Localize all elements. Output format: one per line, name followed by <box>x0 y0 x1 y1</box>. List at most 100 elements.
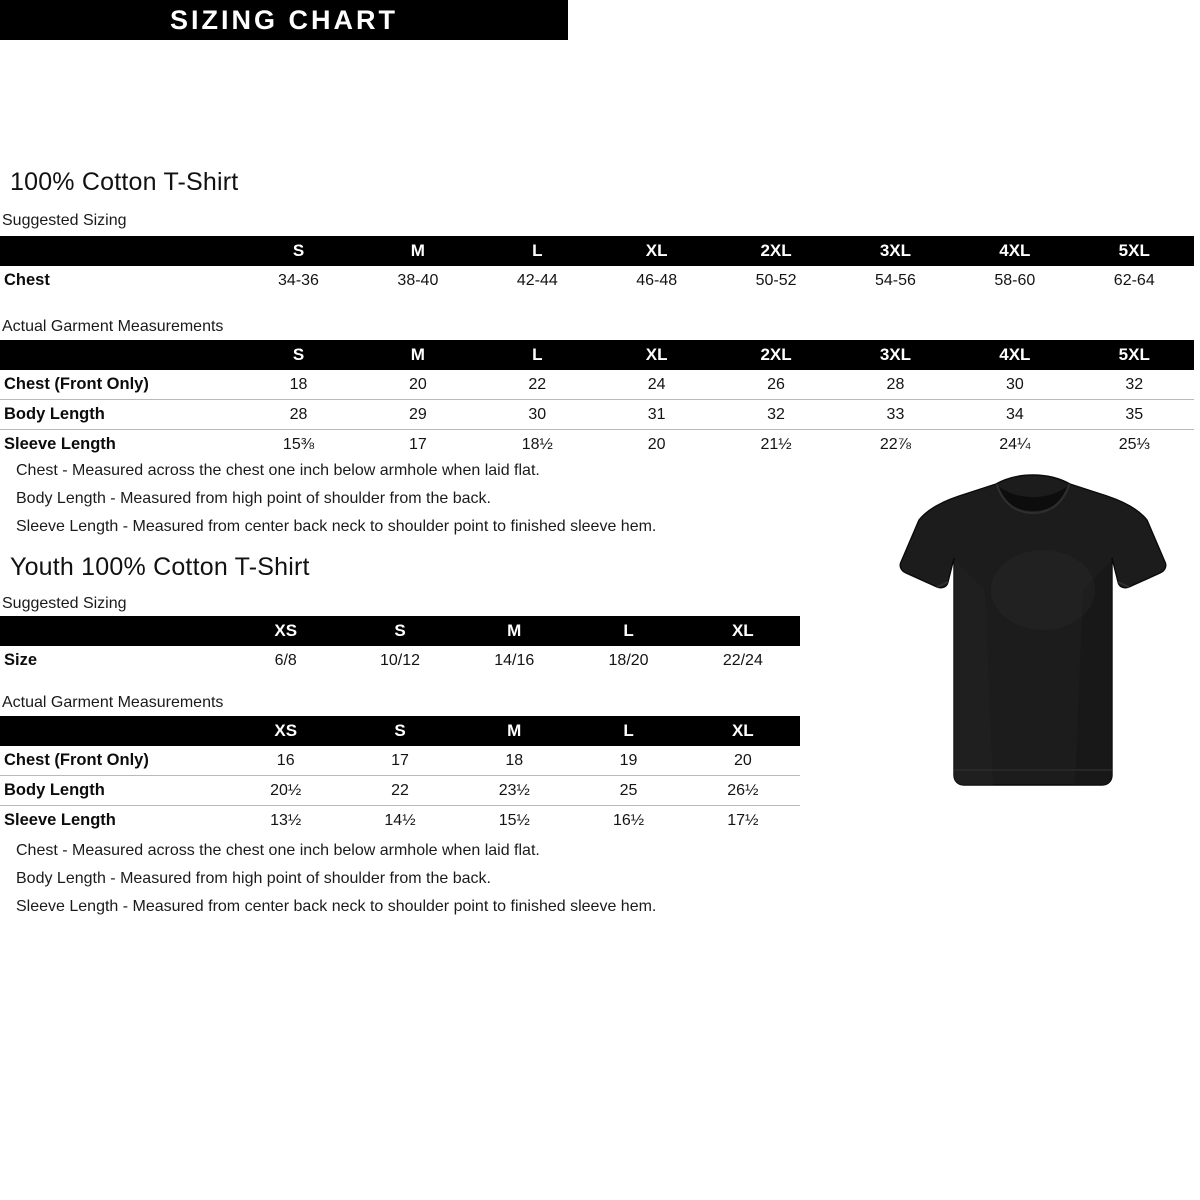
cell-body-length-s: 28 <box>238 399 359 430</box>
table-row: Chest (Front Only) 16 17 18 19 20 <box>0 746 800 776</box>
cell-chest-front-xl: 20 <box>733 752 752 769</box>
column-header-s: S <box>394 621 406 640</box>
note-chest: Chest - Measured across the chest one in… <box>16 462 540 479</box>
row-label-chest: Chest <box>4 271 50 289</box>
cell-size-s: 10/12 <box>379 652 420 669</box>
youth-suggested-sizing-label: Suggested Sizing <box>2 595 127 612</box>
column-header-m: M <box>410 241 425 260</box>
cell-body-length-2xl: 32 <box>716 399 836 430</box>
cell-chest-front-5xl: 32 <box>1125 376 1144 393</box>
table-row: Sleeve Length 15⅜ 17 18½ 20 21½ 22⅞ 24¼ … <box>0 429 1194 459</box>
column-header-m: M <box>507 721 522 740</box>
cell-body-length-l: 30 <box>477 399 597 430</box>
cell-body-length-s: 22 <box>342 775 458 806</box>
cell-sleeve-length-l: 16½ <box>571 805 686 835</box>
column-header-blank <box>0 716 229 746</box>
table-header-row: XS S M L XL <box>0 616 800 646</box>
column-header-2xl: 2XL <box>760 345 792 364</box>
column-header-blank <box>0 616 229 646</box>
cell-body-length-xl: 26½ <box>685 775 800 806</box>
table-header-row: S M L XL 2XL 3XL 4XL 5XL <box>0 236 1194 266</box>
youth-measurements-table-wrap: XS S M L XL Chest (Front Only) 16 17 18 … <box>0 716 800 835</box>
row-label-chest-front-only: Chest (Front Only) <box>4 751 149 769</box>
cell-chest-2xl: 50-52 <box>755 272 797 289</box>
cell-sleeve-length-l: 18½ <box>477 429 597 459</box>
column-header-l: L <box>532 345 543 364</box>
column-header-s: S <box>394 721 406 740</box>
table-row: Size 6/8 10/12 14/16 18/20 22/24 <box>0 646 800 675</box>
adult-measurement-notes: Chest - Measured across the chest one in… <box>16 462 656 546</box>
cell-chest-front-s: 18 <box>289 376 308 393</box>
black-tshirt-photo <box>893 470 1173 800</box>
cell-size-xs: 6/8 <box>274 652 297 669</box>
cell-chest-front-m: 20 <box>408 376 427 393</box>
cell-chest-front-l: 22 <box>528 376 547 393</box>
column-header-3xl: 3XL <box>879 345 912 364</box>
adult-measurements-label: Actual Garment Measurements <box>2 318 224 335</box>
sizing-chart-banner-label: SIZING CHART <box>170 4 398 35</box>
note-body-length: Body Length - Measured from high point o… <box>16 870 491 887</box>
column-header-4xl: 4XL <box>999 345 1031 364</box>
column-header-3xl: 3XL <box>879 241 912 260</box>
adult-section-title: 100% Cotton T-Shirt <box>10 168 239 196</box>
adult-measurements-table: S M L XL 2XL 3XL 4XL 5XL Chest (Front On… <box>0 340 1194 459</box>
adult-suggested-sizing-table-wrap: S M L XL 2XL 3XL 4XL 5XL Chest 34-36 38-… <box>0 236 1194 295</box>
column-header-l: L <box>623 721 634 740</box>
column-header-xl: XL <box>645 345 668 364</box>
column-header-5xl: 5XL <box>1118 345 1150 364</box>
table-row: Sleeve Length 13½ 14½ 15½ 16½ 17½ <box>0 805 800 835</box>
adult-suggested-sizing-table: S M L XL 2XL 3XL 4XL 5XL Chest 34-36 38-… <box>0 236 1194 295</box>
table-header-row: XS S M L XL <box>0 716 800 746</box>
cell-sleeve-length-5xl: 25⅓ <box>1074 429 1194 459</box>
row-label-chest-front-only: Chest (Front Only) <box>4 375 149 393</box>
column-header-m: M <box>507 621 522 640</box>
column-header-5xl: 5XL <box>1118 241 1150 260</box>
cell-body-length-3xl: 33 <box>835 399 956 430</box>
row-label-body-length: Body Length <box>0 775 229 806</box>
note-body-length: Body Length - Measured from high point o… <box>16 490 491 507</box>
adult-suggested-sizing-label: Suggested Sizing <box>2 212 127 229</box>
column-header-m: M <box>410 345 425 364</box>
youth-section-title: Youth 100% Cotton T-Shirt <box>10 553 310 581</box>
note-sleeve-length: Sleeve Length - Measured from center bac… <box>16 898 657 915</box>
cell-body-length-xl: 31 <box>596 399 717 430</box>
cell-sleeve-length-m: 15½ <box>457 805 572 835</box>
cell-sleeve-length-xl: 20 <box>596 429 717 459</box>
cell-size-xl: 22/24 <box>722 652 763 669</box>
table-row: Chest 34-36 38-40 42-44 46-48 50-52 54-5… <box>0 266 1194 295</box>
column-header-xl: XL <box>731 621 754 640</box>
cell-chest-3xl: 54-56 <box>874 272 916 289</box>
cell-body-length-m: 23½ <box>457 775 572 806</box>
row-label-body-length: Body Length <box>0 399 239 430</box>
cell-chest-m: 38-40 <box>397 272 439 289</box>
column-header-xl: XL <box>731 721 754 740</box>
column-header-4xl: 4XL <box>999 241 1031 260</box>
cell-sleeve-length-m: 17 <box>358 429 478 459</box>
cell-size-m: 14/16 <box>494 652 535 669</box>
cell-body-length-5xl: 35 <box>1074 399 1194 430</box>
column-header-xl: XL <box>645 241 668 260</box>
row-label-sleeve-length: Sleeve Length <box>0 429 239 459</box>
cell-chest-front-4xl: 30 <box>1005 376 1024 393</box>
cell-sleeve-length-4xl: 24¼ <box>955 429 1075 459</box>
cell-sleeve-length-xl: 17½ <box>685 805 800 835</box>
cell-chest-front-3xl: 28 <box>886 376 905 393</box>
cell-body-length-l: 25 <box>571 775 686 806</box>
cell-chest-front-xs: 16 <box>276 752 295 769</box>
cell-chest-4xl: 58-60 <box>994 272 1036 289</box>
cell-chest-5xl: 62-64 <box>1113 272 1155 289</box>
table-row: Chest (Front Only) 18 20 22 24 26 28 30 … <box>0 370 1194 400</box>
table-row: Body Length 28 29 30 31 32 33 34 35 <box>0 399 1194 430</box>
column-header-s: S <box>292 241 305 260</box>
column-header-s: S <box>292 345 305 364</box>
column-header-2xl: 2XL <box>760 241 792 260</box>
cell-sleeve-length-3xl: 22⅞ <box>835 429 956 459</box>
note-sleeve-length: Sleeve Length - Measured from center bac… <box>16 518 657 535</box>
cell-chest-front-s: 17 <box>391 752 409 769</box>
column-header-l: L <box>532 241 543 260</box>
cell-body-length-4xl: 34 <box>955 399 1075 430</box>
row-label-size: Size <box>4 651 38 669</box>
column-header-blank <box>0 340 239 370</box>
cell-chest-l: 42-44 <box>516 272 558 289</box>
